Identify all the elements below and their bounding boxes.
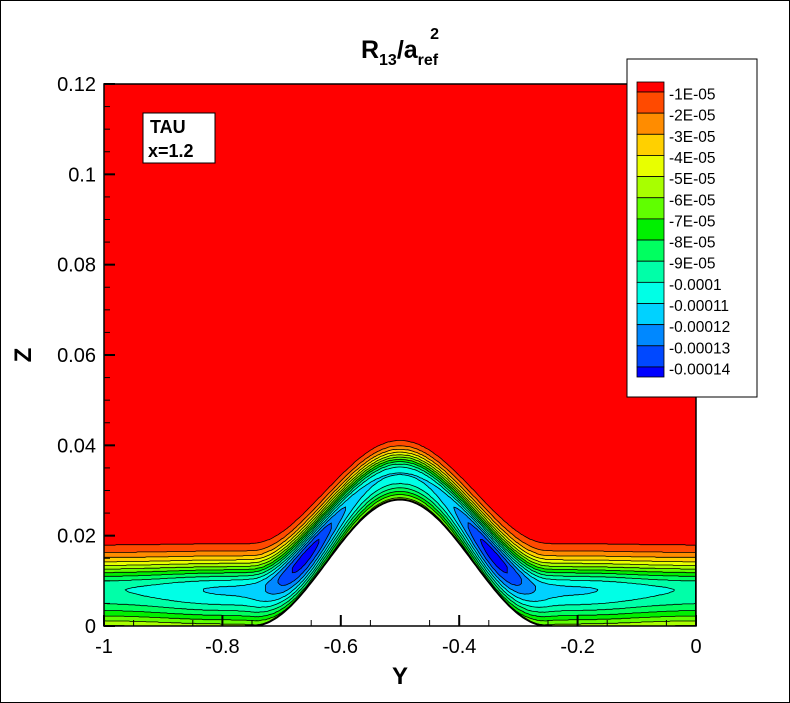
y-tick-label: 0.02 bbox=[57, 526, 96, 548]
x-tick-label: -0.2 bbox=[560, 636, 594, 658]
legend-swatch bbox=[636, 197, 665, 220]
legend-label: -0.00014 bbox=[669, 361, 731, 378]
y-tick-label: 0.12 bbox=[57, 74, 96, 96]
legend-label: -5E-05 bbox=[669, 171, 716, 188]
legend-swatch bbox=[636, 324, 665, 347]
contour-band-level-13 bbox=[277, 522, 522, 586]
x-tick-label: -1 bbox=[95, 636, 113, 658]
chart-title: R13/aref2 bbox=[361, 26, 439, 69]
x-tick-label: -0.8 bbox=[205, 636, 239, 658]
x-axis-title: Y bbox=[392, 663, 408, 690]
contour-bands bbox=[104, 440, 696, 626]
bump-wall bbox=[245, 498, 553, 626]
x-tick-label: 0 bbox=[690, 636, 701, 658]
contour-band-level-10 bbox=[124, 466, 675, 608]
legend-swatch bbox=[636, 239, 665, 262]
y-axis-title: Z bbox=[10, 348, 37, 363]
y-tick-label: 0 bbox=[85, 616, 96, 638]
legend-swatch bbox=[636, 281, 665, 304]
annotation-box: TAU x=1.2 bbox=[142, 112, 216, 164]
legend-swatch bbox=[636, 133, 665, 156]
legend-swatch bbox=[636, 91, 665, 114]
legend-swatch bbox=[636, 218, 665, 241]
legend-swatch bbox=[636, 366, 665, 378]
plot-area bbox=[104, 84, 696, 626]
legend-label: -9E-05 bbox=[669, 256, 716, 273]
legend-label: -4E-05 bbox=[669, 150, 716, 167]
legend-swatch bbox=[636, 303, 665, 326]
legend-label: -0.00013 bbox=[669, 340, 730, 357]
legend-swatch bbox=[636, 112, 665, 135]
y-tick-label: 0.04 bbox=[57, 435, 96, 457]
legend-label: -0.00011 bbox=[669, 298, 729, 315]
legend-label: -0.0001 bbox=[669, 277, 722, 294]
legend-label: -2E-05 bbox=[669, 108, 716, 125]
legend-label: -7E-05 bbox=[669, 213, 716, 230]
contour-band-level-12 bbox=[265, 506, 536, 595]
legend-label: -8E-05 bbox=[669, 235, 716, 252]
legend-items: -1E-05 -2E-05 -3E-05 -4E-05 -5E-05 -6E-05 -7E-… bbox=[636, 81, 731, 378]
y-tick-label: 0.1 bbox=[68, 164, 96, 186]
legend-swatch bbox=[636, 81, 665, 93]
y-tick-label: 0.08 bbox=[57, 255, 96, 277]
annotation-line-2: x=1.2 bbox=[148, 141, 194, 161]
legend-label: -3E-05 bbox=[669, 129, 716, 146]
annotation-background bbox=[142, 112, 216, 164]
y-tick-label: 0.06 bbox=[57, 345, 96, 367]
legend-swatch bbox=[636, 155, 665, 177]
x-tick-label: -0.6 bbox=[324, 636, 358, 658]
legend: -1E-05 -2E-05 -3E-05 -4E-05 -5E-05 -6E-05 -7E-… bbox=[626, 58, 758, 398]
legend-swatch bbox=[636, 345, 665, 368]
x-tick-label: -0.4 bbox=[442, 636, 476, 658]
annotation-line-1: TAU bbox=[150, 117, 186, 137]
legend-swatch bbox=[636, 260, 665, 283]
axis-ticks: -1 -0.8 -0.6 -0.4 -0.2 0 0 0.02 0.04 0.06 0.08 0.1 0… bbox=[57, 74, 702, 658]
contour-band-level-14 bbox=[291, 538, 508, 574]
legend-label: -6E-05 bbox=[669, 192, 716, 209]
legend-label: -1E-05 bbox=[669, 87, 716, 104]
legend-swatch bbox=[636, 176, 665, 199]
legend-label: -0.00012 bbox=[669, 319, 730, 336]
